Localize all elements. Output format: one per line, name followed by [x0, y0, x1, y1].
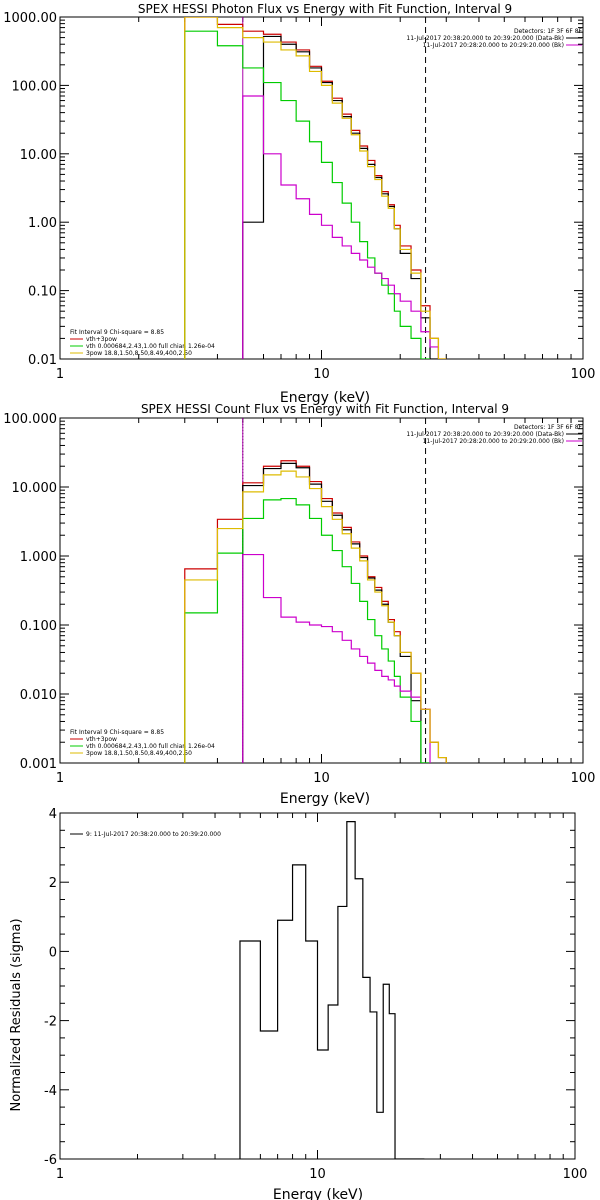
histogram-series-1	[242, 462, 431, 763]
histogram-series-3	[242, 553, 431, 763]
fit-entry-vth: vth 0.000684,2.43,1.00 full chian 1.26e-…	[86, 343, 215, 350]
histogram-series-1	[242, 35, 439, 359]
fit-entry-3pow: 3pow 18.8,1.50,8.50,8.49,400,2.50	[86, 350, 192, 357]
photon-flux-title: SPEX HESSI Photon Flux vs Energy with Fi…	[138, 2, 512, 16]
y-tick-label: 0.01	[28, 353, 57, 368]
fit-entry-total: vth+3pow	[86, 336, 117, 343]
count-flux-xlabel: Energy (keV)	[280, 791, 370, 807]
x-tick-label: 100	[563, 1167, 588, 1182]
histogram-series-0	[184, 460, 447, 763]
count-flux-title: SPEX HESSI Count Flux vs Energy with Fit…	[141, 402, 509, 416]
histogram-series-3	[242, 95, 440, 359]
y-tick-label: -6	[44, 1153, 57, 1168]
photon-flux-legend-top: Detectors: 1F 3F 6F 8F 11-Jul-2017 20:38…	[406, 28, 582, 49]
y-tick-label: -2	[44, 1015, 57, 1030]
y-tick-label: 0.10	[28, 285, 57, 300]
legend-entry-bk: 11-Jul-2017 20:28:20.000 to 20:29:20.000…	[423, 42, 564, 49]
y-tick-label: 1.000	[20, 550, 57, 565]
residuals-xlabel: Energy (keV)	[273, 1187, 363, 1200]
count-flux-legend-bottom: Fit Interval 9 Chi-square = 8.85 vth+3po…	[70, 729, 215, 757]
photon-flux-legend-bottom: Fit Interval 9 Chi-square = 8.85 vth+3po…	[70, 329, 215, 357]
count-flux-panel: SPEX HESSI Count Flux vs Energy with Fit…	[3, 402, 595, 807]
y-tick-label: 1000.00	[3, 11, 57, 26]
legend-entry-data-bk: 11-Jul-2017 20:38:20.000 to 20:39:20.000…	[406, 431, 564, 438]
photon-flux-panel: SPEX HESSI Photon Flux vs Energy with Fi…	[3, 2, 595, 406]
x-tick-label: 1	[56, 367, 64, 382]
x-tick-label: 1	[56, 1167, 64, 1182]
y-tick-label: 100.000	[3, 412, 57, 427]
y-tick-label: -4	[44, 1084, 57, 1099]
x-tick-label: 10	[313, 367, 330, 382]
fit-entry-3pow: 3pow 18.8,1.50,8.50,8.49,400,2.50	[86, 750, 192, 757]
x-tick-label: 10	[309, 1167, 326, 1182]
histogram-series-2	[184, 497, 431, 763]
fit-header: Fit Interval 9 Chi-square = 8.85	[70, 329, 164, 336]
residuals-legend-text: 9: 11-Jul-2017 20:38:20.000 to 20:39:20.…	[86, 831, 221, 838]
photon-flux-xlabel: Energy (keV)	[280, 390, 370, 406]
y-tick-label: 4	[49, 807, 57, 822]
y-tick-label: 10.00	[20, 148, 57, 163]
fit-entry-total: vth+3pow	[86, 736, 117, 743]
legend-header: Detectors: 1F 3F 6F 8F	[514, 424, 583, 431]
histogram-series-4	[184, 470, 447, 763]
y-tick-label: 10.000	[12, 481, 58, 496]
y-tick-label: 0.010	[20, 688, 57, 703]
y-tick-label: 0.001	[20, 757, 57, 772]
y-tick-label: 100.00	[12, 79, 58, 94]
count-flux-legend-top: Detectors: 1F 3F 6F 8F 11-Jul-2017 20:38…	[406, 424, 582, 445]
residuals-panel: Energy (keV) Normalized Residuals (sigma…	[9, 807, 587, 1200]
y-tick-label: 0.100	[20, 619, 57, 634]
histogram-series-2	[184, 30, 431, 359]
x-tick-label: 100	[571, 367, 596, 382]
x-tick-label: 100	[571, 771, 596, 786]
y-tick-label: 2	[49, 876, 57, 891]
legend-entry-data-bk: 11-Jul-2017 20:38:20.000 to 20:39:20.000…	[406, 35, 564, 42]
plot-frame	[59, 417, 584, 764]
legend-entry-bk: 11-Jul-2017 20:28:20.000 to 20:29:20.000…	[423, 438, 564, 445]
residuals-ylabel: Normalized Residuals (sigma)	[9, 918, 24, 1111]
y-tick-label: 1.00	[28, 216, 57, 231]
histogram-series-4	[184, 17, 447, 359]
fit-entry-vth: vth 0.000684,2.43,1.00 full chian 1.26e-…	[86, 743, 215, 750]
residuals-legend: 9: 11-Jul-2017 20:38:20.000 to 20:39:20.…	[70, 831, 221, 838]
fit-header: Fit Interval 9 Chi-square = 8.85	[70, 729, 164, 736]
x-tick-label: 10	[313, 771, 330, 786]
legend-header: Detectors: 1F 3F 6F 8F	[514, 28, 583, 35]
x-tick-label: 1	[56, 771, 64, 786]
y-tick-label: 0	[49, 945, 57, 960]
histogram-series-0	[239, 821, 425, 1159]
